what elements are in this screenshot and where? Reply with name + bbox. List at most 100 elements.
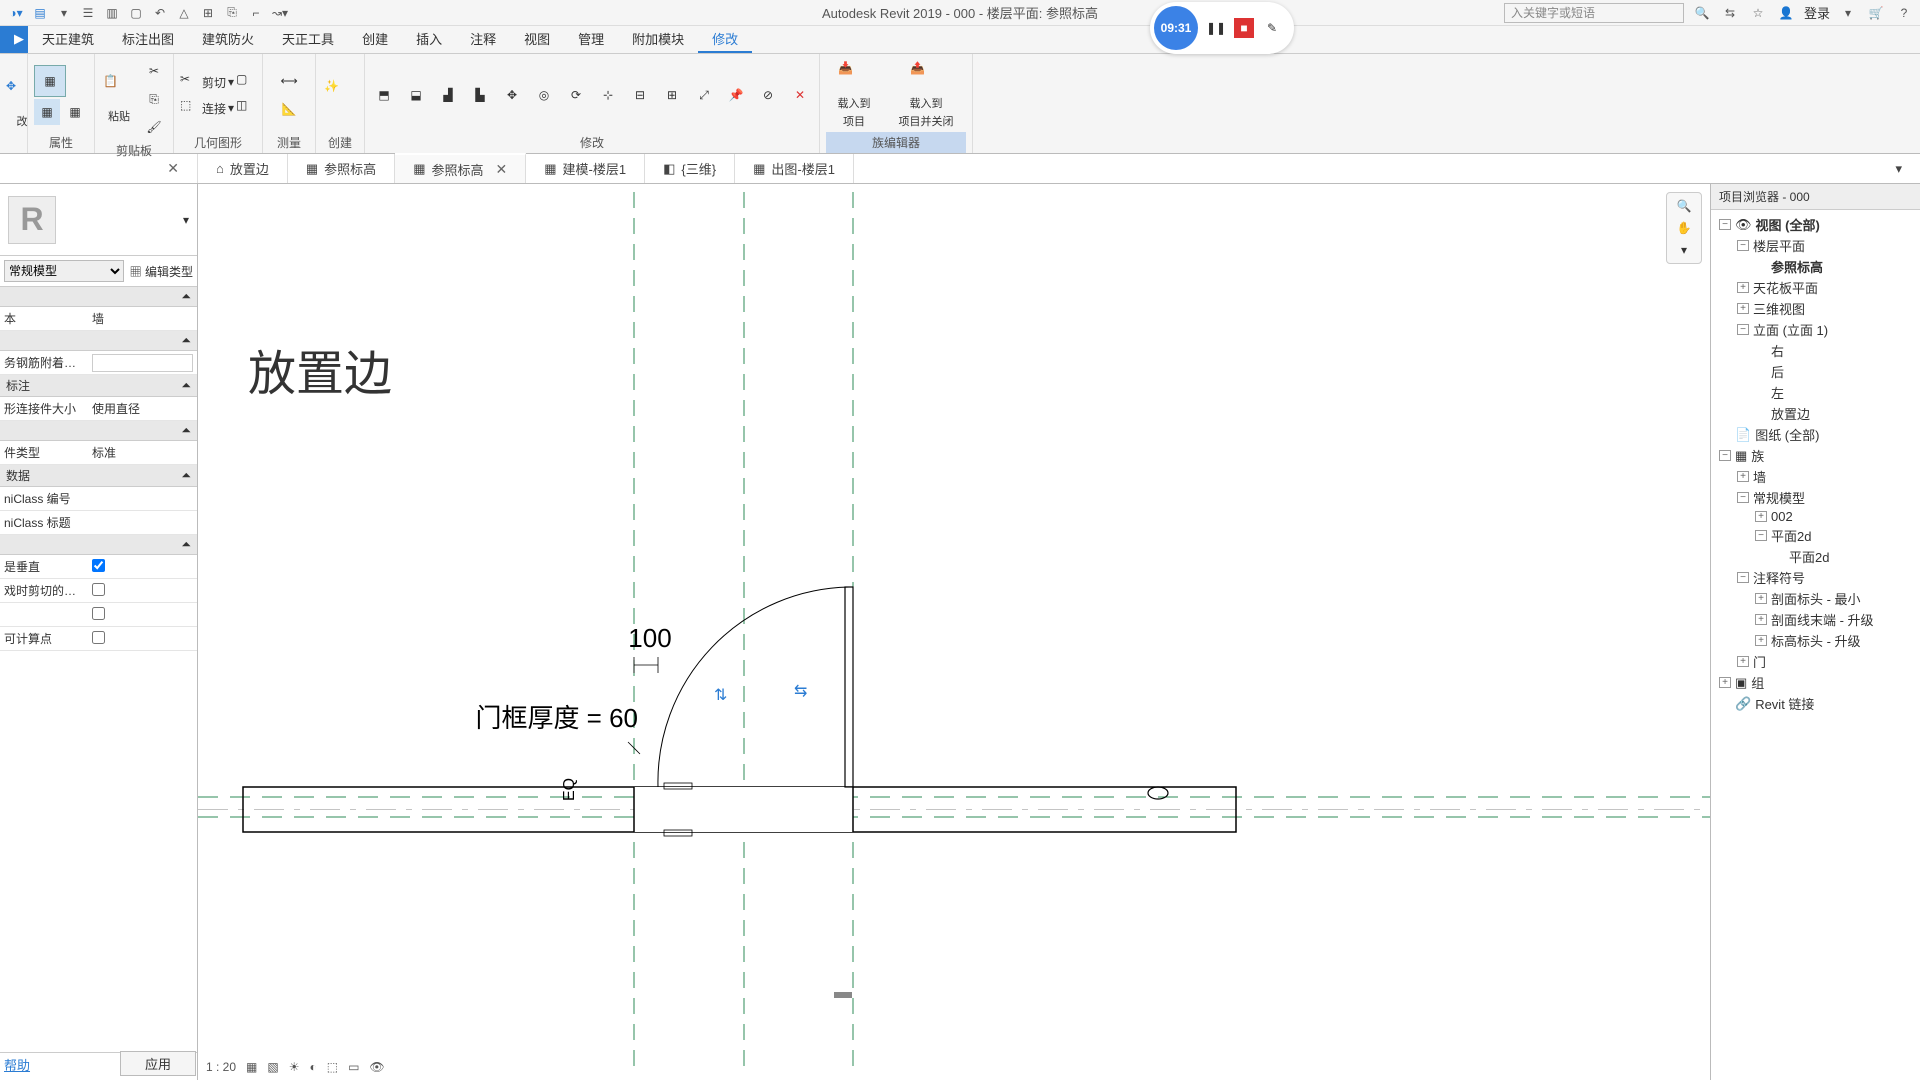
view-tab-dropdown[interactable]: ▾ xyxy=(1877,154,1920,183)
cut-geometry-button[interactable]: ✂剪切▾▢ xyxy=(180,72,256,92)
tree-item[interactable]: 平面2d xyxy=(1711,546,1920,567)
tree-item[interactable]: +▣组 xyxy=(1711,672,1920,693)
tree-item[interactable]: 放置边 xyxy=(1711,403,1920,424)
app-menu-button[interactable]: ◑▾ xyxy=(6,3,26,23)
recorder-pause-icon[interactable]: ❚❚ xyxy=(1206,18,1226,38)
scale-button[interactable]: ⤢ xyxy=(691,82,717,108)
sun-path-icon[interactable]: ☀ xyxy=(289,1060,300,1074)
search-icon[interactable]: 🔍 xyxy=(1692,3,1712,23)
crop-icon[interactable]: ⬚ xyxy=(327,1060,338,1074)
property-checkbox[interactable] xyxy=(92,583,105,596)
tree-toggle-icon[interactable]: + xyxy=(1737,282,1749,293)
tree-toggle-icon[interactable]: + xyxy=(1719,677,1731,688)
tree-item[interactable]: +标高标头 - 升级 xyxy=(1711,630,1920,651)
tree-item[interactable]: −👁视图 (全部) xyxy=(1711,214,1920,235)
property-group-header[interactable]: ⏶ xyxy=(0,421,197,441)
tree-toggle-icon[interactable]: + xyxy=(1755,593,1767,604)
copy-button[interactable]: ◎ xyxy=(531,82,557,108)
menu-tab[interactable]: 附加模块 xyxy=(618,26,698,53)
tree-toggle-icon[interactable]: − xyxy=(1719,450,1731,461)
join-geometry-button[interactable]: ⬚连接▾◫ xyxy=(180,98,256,118)
align-button[interactable]: ⬒ xyxy=(371,82,397,108)
delete-button[interactable]: ✕ xyxy=(787,82,813,108)
paste-button[interactable]: 📋粘贴 xyxy=(101,65,137,133)
rotate-button[interactable]: ⟳ xyxy=(563,82,589,108)
property-input[interactable] xyxy=(92,354,193,372)
tree-item[interactable]: −立面 (立面 1) xyxy=(1711,319,1920,340)
tree-toggle-icon[interactable]: − xyxy=(1755,530,1767,541)
property-group-header[interactable]: ⏶ xyxy=(0,331,197,351)
qat-save[interactable]: ▾ xyxy=(54,3,74,23)
qat-redo[interactable]: ▢ xyxy=(126,3,146,23)
property-checkbox[interactable] xyxy=(92,607,105,620)
shadows-icon[interactable]: ◐ xyxy=(309,1060,316,1074)
menu-tab[interactable]: 天正建筑 xyxy=(28,26,108,53)
view-tab[interactable]: ◧{三维} xyxy=(645,154,735,183)
tree-item[interactable]: +门 xyxy=(1711,651,1920,672)
properties-button[interactable]: ▦ xyxy=(34,65,66,97)
tree-toggle-icon[interactable]: + xyxy=(1755,614,1767,625)
close-icon[interactable]: ✕ xyxy=(496,161,508,178)
hide-icon[interactable]: 👁 xyxy=(369,1060,384,1074)
tree-item[interactable]: 左 xyxy=(1711,382,1920,403)
favorite-icon[interactable]: ☆ xyxy=(1748,3,1768,23)
property-group-header[interactable]: 标注⏶ xyxy=(0,375,197,397)
properties-help-link[interactable]: 帮助 xyxy=(4,1055,30,1074)
view-tab[interactable]: ▦建模-楼层1 xyxy=(526,154,645,183)
menu-tab[interactable]: 注释 xyxy=(456,26,510,53)
tree-item[interactable]: −注释符号 xyxy=(1711,567,1920,588)
recorder-edit-icon[interactable]: ✎ xyxy=(1262,18,1282,38)
mirror-pick-button[interactable]: ▟ xyxy=(435,82,461,108)
menu-tab[interactable]: 插入 xyxy=(402,26,456,53)
load-into-project-close-button[interactable]: 📤 载入到 项目并关闭 xyxy=(886,61,966,129)
menu-tab[interactable]: 管理 xyxy=(564,26,618,53)
qat-measure[interactable]: ↶ xyxy=(150,3,170,23)
help-icon[interactable]: ? xyxy=(1894,3,1914,23)
menu-tab[interactable]: 视图 xyxy=(510,26,564,53)
detail-level-icon[interactable]: ▦ xyxy=(246,1060,257,1074)
menu-tab-modify[interactable]: 修改 xyxy=(698,26,752,53)
mirror-draw-button[interactable]: ▙ xyxy=(467,82,493,108)
unpin-button[interactable]: ⊘ xyxy=(755,82,781,108)
load-into-project-button[interactable]: 📥 载入到 项目 xyxy=(826,61,882,129)
align-dim-button[interactable]: ⟷ xyxy=(269,68,309,94)
family-types-button[interactable]: ▦ xyxy=(62,99,88,125)
tree-item[interactable]: +剖面标头 - 最小 xyxy=(1711,588,1920,609)
apply-button[interactable]: 应用 xyxy=(120,1051,196,1076)
qat-thin[interactable]: ⎘ xyxy=(222,3,242,23)
tree-toggle-icon[interactable]: − xyxy=(1737,492,1749,503)
recorder-stop-icon[interactable]: ■ xyxy=(1234,18,1254,38)
property-checkbox[interactable] xyxy=(92,559,105,572)
comm-icon[interactable]: ⇆ xyxy=(1720,3,1740,23)
array-button[interactable]: ⊞ xyxy=(659,82,685,108)
view-tab[interactable]: ✕ xyxy=(0,154,198,183)
qat-switch[interactable]: ↝▾ xyxy=(270,3,290,23)
pin-button[interactable]: 📌 xyxy=(723,82,749,108)
view-tab[interactable]: ▦参照标高 xyxy=(288,154,395,183)
tree-toggle-icon[interactable]: + xyxy=(1755,511,1767,522)
qat-section[interactable]: ⊞ xyxy=(198,3,218,23)
qat-open[interactable]: ▤ xyxy=(30,3,50,23)
drawing-canvas[interactable]: 100门框厚度 = 60⇅⇆EQ 放置边 🔍 ✋ ▾ 1 : 20 ▦ ▧ ☀ … xyxy=(198,184,1710,1080)
pan-icon[interactable]: ✋ xyxy=(1677,221,1692,235)
match-button[interactable]: 🖌 xyxy=(141,114,167,140)
scale-label[interactable]: 1 : 20 xyxy=(206,1060,236,1074)
dropdown-icon[interactable]: ▾ xyxy=(1838,3,1858,23)
tree-item[interactable]: 后 xyxy=(1711,361,1920,382)
create-button[interactable]: ✨ xyxy=(322,61,358,129)
search-input[interactable]: 入关键字或短语 xyxy=(1504,3,1684,23)
tree-toggle-icon[interactable]: + xyxy=(1737,471,1749,482)
tree-item[interactable]: −楼层平面 xyxy=(1711,235,1920,256)
view-tab[interactable]: ▦出图-楼层1 xyxy=(735,154,854,183)
type-selector[interactable]: 常规模型 xyxy=(4,260,124,282)
user-icon[interactable]: 👤 xyxy=(1776,3,1796,23)
qat-align[interactable]: △ xyxy=(174,3,194,23)
login-button[interactable]: 登录 xyxy=(1804,3,1830,22)
copy-button[interactable]: ⎘ xyxy=(141,86,167,112)
cut-button[interactable]: ✂ xyxy=(141,58,167,84)
edit-type-button[interactable]: ▦ 编辑类型 xyxy=(130,263,193,280)
qat-undo[interactable]: ▥ xyxy=(102,3,122,23)
tree-toggle-icon[interactable]: − xyxy=(1719,219,1731,230)
split-button[interactable]: ⊟ xyxy=(627,82,653,108)
tree-item[interactable]: 参照标高 xyxy=(1711,256,1920,277)
